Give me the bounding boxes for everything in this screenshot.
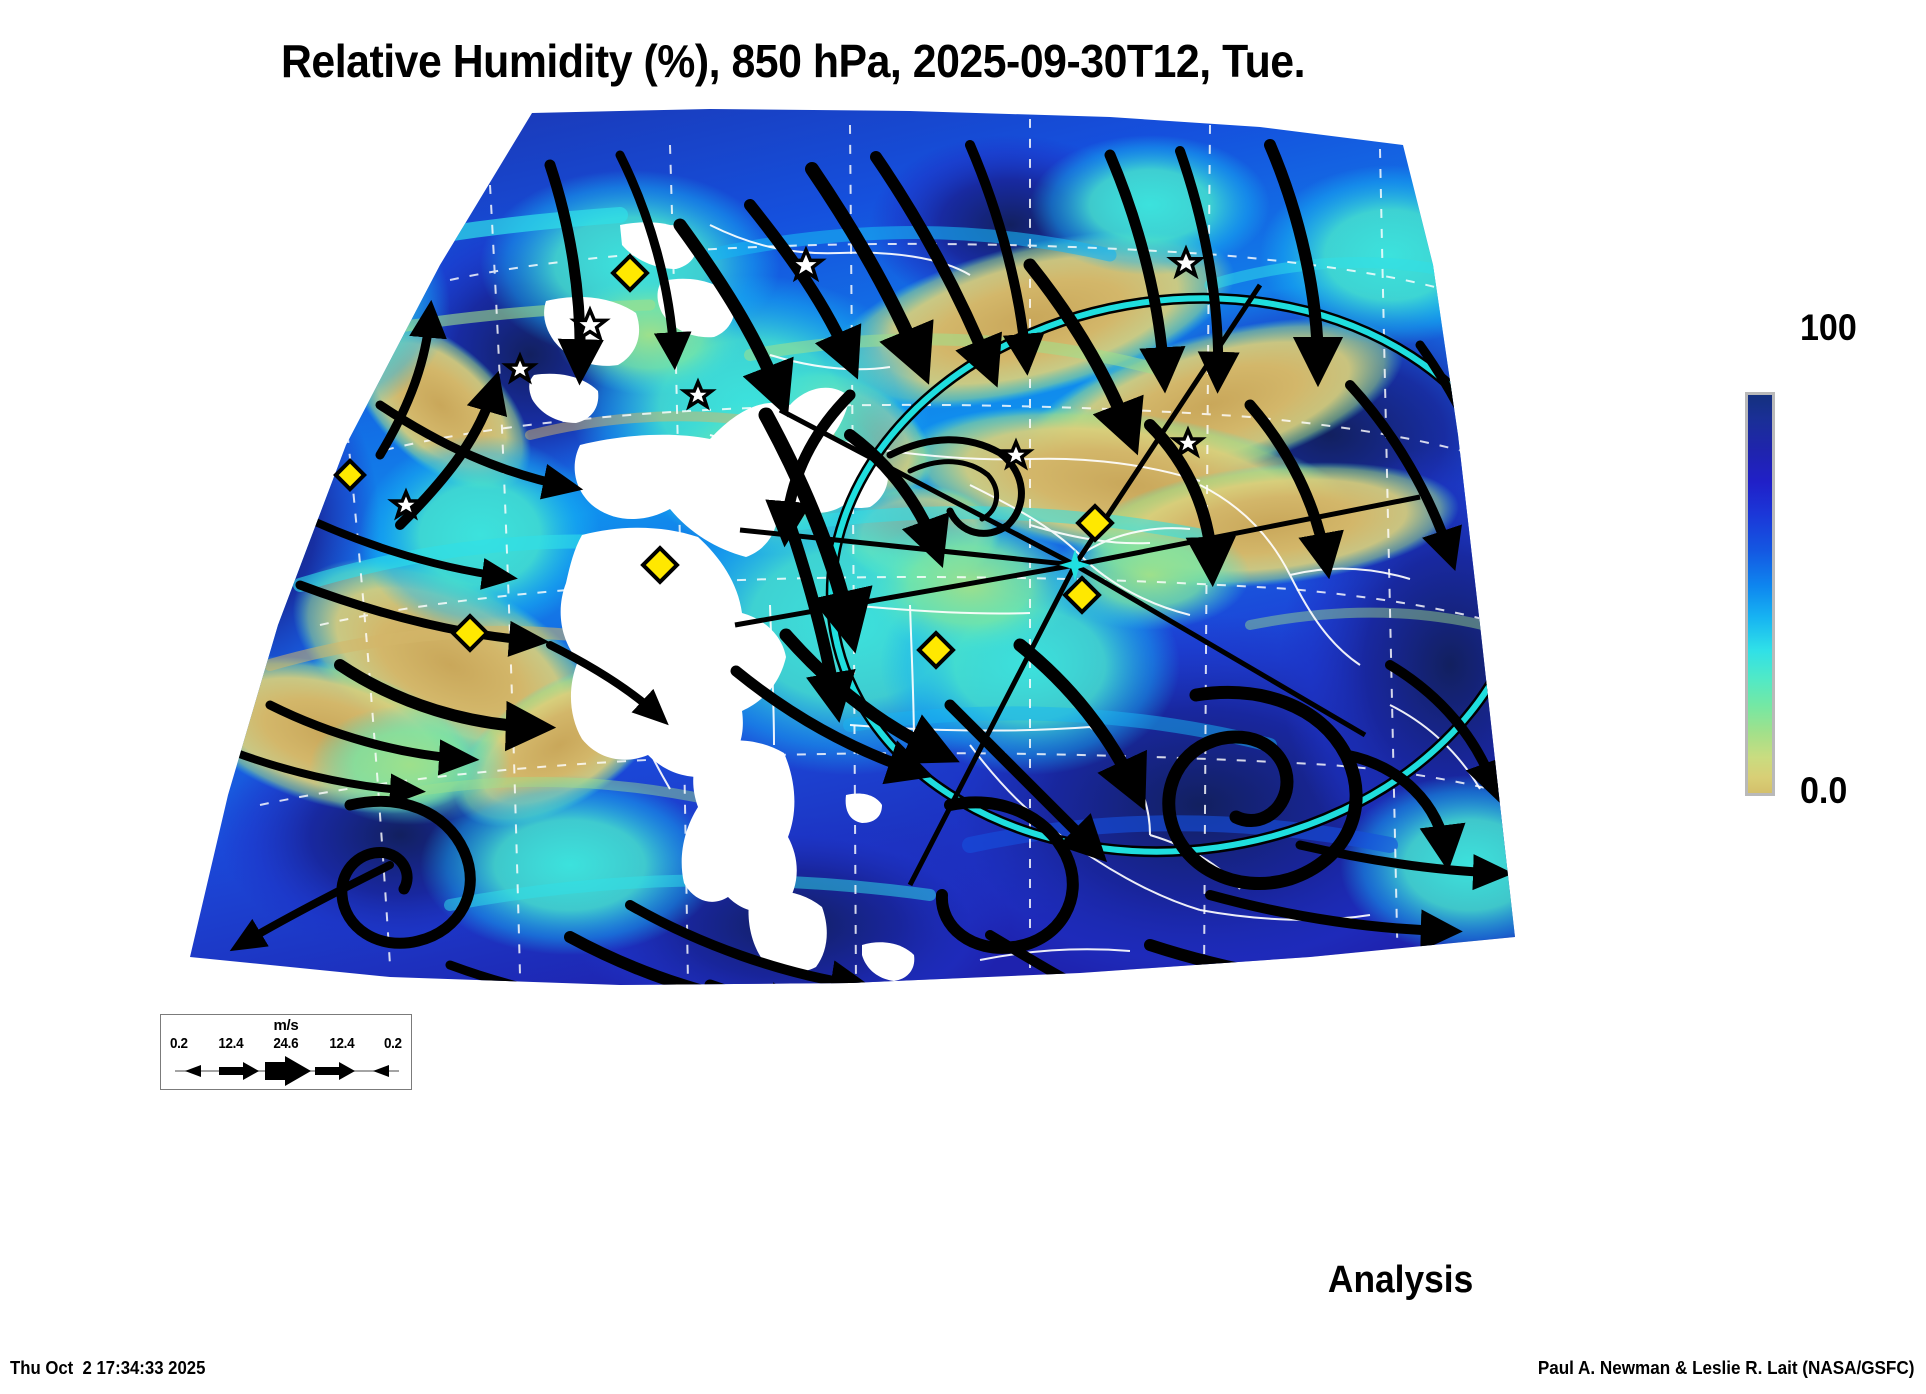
wind-legend-unit: m/s (273, 1017, 299, 1034)
colorbar-max-label: 100 (1800, 307, 1857, 348)
star-marker (387, 487, 425, 521)
star-marker (569, 305, 611, 343)
star-marker (501, 351, 539, 385)
page-title: Relative Humidity (%), 850 hPa, 2025-09-… (280, 35, 1306, 87)
diamond-marker (640, 545, 680, 585)
star-marker (679, 377, 717, 411)
wind-tick: 0.2 (384, 1035, 402, 1052)
hub-marker (1059, 549, 1091, 581)
star-marker (997, 437, 1035, 471)
map-panel[interactable] (150, 105, 1570, 1005)
render-timestamp: Thu Oct 2 17:34:33 2025 (10, 1358, 206, 1378)
diamond-marker (1062, 575, 1102, 615)
station-markers (333, 244, 1207, 670)
analysis-label: Analysis (1327, 1259, 1474, 1301)
colorbar-min-label: 0.0 (1800, 770, 1848, 811)
colorbar (1745, 392, 1775, 796)
credit-line: Paul A. Newman & Leslie R. Lait (NASA/GS… (1537, 1358, 1914, 1378)
star-marker (1166, 244, 1206, 280)
wind-tick: 12.4 (217, 1035, 243, 1052)
wind-speed-legend: m/s 0.2 12.4 24.6 12.4 0.2 (160, 1014, 412, 1090)
diamond-marker (333, 458, 367, 492)
diamond-marker (916, 630, 956, 670)
star-marker (785, 245, 827, 283)
diamond-marker (1075, 503, 1115, 543)
diamond-marker (610, 253, 650, 293)
wind-tick: 24.6 (273, 1035, 299, 1052)
humidity-map[interactable] (150, 105, 1570, 1005)
wind-legend-arrows (175, 1056, 399, 1086)
star-marker (1169, 425, 1207, 459)
diamond-marker (450, 613, 490, 653)
wind-tick: 12.4 (329, 1035, 354, 1052)
wind-tick: 0.2 (169, 1035, 188, 1052)
wind-legend-ticks: 0.2 12.4 24.6 12.4 0.2 (161, 1035, 411, 1052)
